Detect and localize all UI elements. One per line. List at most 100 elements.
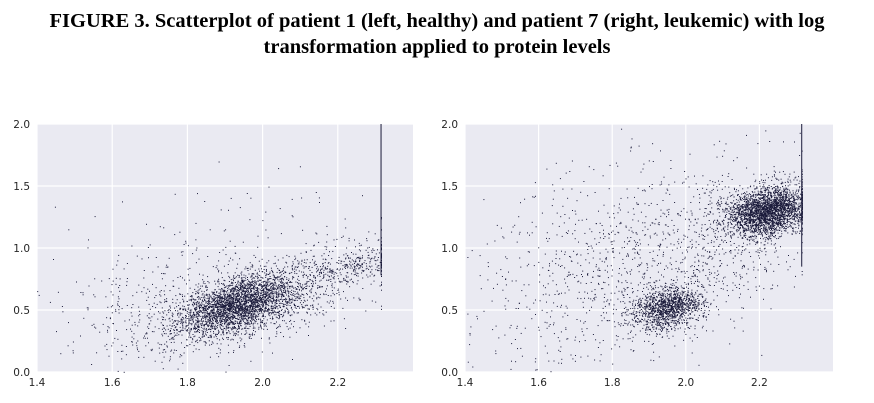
data-point	[228, 316, 230, 318]
data-point	[245, 301, 247, 303]
data-point	[244, 306, 246, 308]
data-point	[240, 296, 242, 298]
data-point	[193, 313, 195, 315]
data-point	[331, 271, 332, 273]
data-point	[268, 274, 270, 275]
data-point	[247, 307, 249, 309]
data-point	[267, 295, 269, 297]
data-point	[325, 248, 327, 250]
data-point	[198, 320, 200, 322]
data-point	[266, 319, 268, 321]
data-point	[238, 328, 240, 330]
data-point	[265, 295, 267, 297]
data-point	[278, 269, 280, 271]
data-point	[296, 293, 298, 295]
data-point	[338, 260, 340, 261]
data-point	[282, 277, 284, 279]
data-point	[238, 302, 240, 304]
data-point	[235, 333, 237, 335]
data-point	[376, 266, 378, 268]
data-point	[310, 289, 312, 291]
data-point	[658, 312, 660, 314]
data-point	[238, 326, 240, 328]
data-point	[294, 271, 296, 273]
data-point	[193, 327, 195, 329]
data-point	[227, 303, 229, 305]
data-point	[234, 320, 236, 322]
data-point	[209, 229, 211, 231]
data-point	[260, 321, 262, 323]
data-point	[332, 250, 334, 252]
data-point	[240, 289, 242, 291]
data-point	[216, 306, 218, 308]
data-point	[245, 327, 247, 329]
data-point	[301, 304, 303, 306]
data-point	[243, 293, 245, 295]
data-point	[247, 321, 249, 323]
data-point	[228, 310, 230, 312]
data-point	[677, 304, 679, 306]
data-point	[241, 282, 243, 284]
data-point	[253, 316, 255, 318]
data-point	[225, 329, 227, 331]
data-point	[281, 292, 283, 294]
data-point	[286, 304, 288, 306]
data-point	[263, 265, 265, 267]
data-point	[223, 311, 225, 313]
data-point	[163, 331, 165, 333]
data-point	[345, 253, 347, 255]
data-point	[186, 311, 188, 312]
data-point	[186, 345, 188, 347]
data-point	[363, 270, 365, 272]
data-point	[302, 274, 304, 276]
data-point	[232, 306, 234, 308]
data-point	[229, 309, 231, 311]
data-point	[282, 320, 284, 322]
data-point	[197, 326, 199, 327]
data-point	[245, 323, 247, 325]
data-point	[657, 310, 659, 312]
data-point	[265, 280, 267, 282]
data-point	[197, 319, 199, 321]
data-point	[197, 313, 199, 315]
data-point	[200, 315, 202, 317]
data-point	[226, 332, 228, 334]
data-point	[665, 311, 667, 313]
data-point	[204, 305, 206, 307]
data-point	[168, 309, 170, 310]
data-point	[255, 256, 257, 258]
data-point	[706, 330, 707, 332]
data-point	[249, 284, 251, 286]
data-point	[232, 283, 234, 285]
data-point	[670, 294, 672, 296]
data-point	[291, 297, 293, 299]
data-point	[199, 288, 201, 290]
data-point	[202, 320, 204, 322]
data-point	[294, 293, 296, 295]
data-point	[225, 319, 227, 320]
data-point	[266, 283, 268, 285]
data-point	[317, 296, 319, 298]
data-point	[295, 331, 297, 333]
data-point	[213, 306, 215, 308]
data-point	[242, 317, 244, 319]
data-point	[315, 264, 317, 265]
data-point	[197, 301, 199, 303]
data-point	[177, 310, 179, 312]
data-point	[334, 272, 336, 274]
data-point	[171, 319, 173, 321]
data-point	[663, 290, 665, 292]
data-point	[327, 295, 329, 296]
data-point	[261, 321, 263, 323]
data-point	[308, 321, 310, 323]
data-point	[208, 315, 210, 317]
data-point	[198, 311, 200, 313]
data-point	[233, 289, 235, 291]
data-point	[277, 295, 279, 297]
data-point	[234, 290, 236, 292]
data-point	[117, 260, 119, 262]
data-point	[326, 301, 328, 303]
data-point	[290, 307, 292, 309]
data-point	[88, 239, 89, 241]
data-point	[638, 311, 640, 313]
